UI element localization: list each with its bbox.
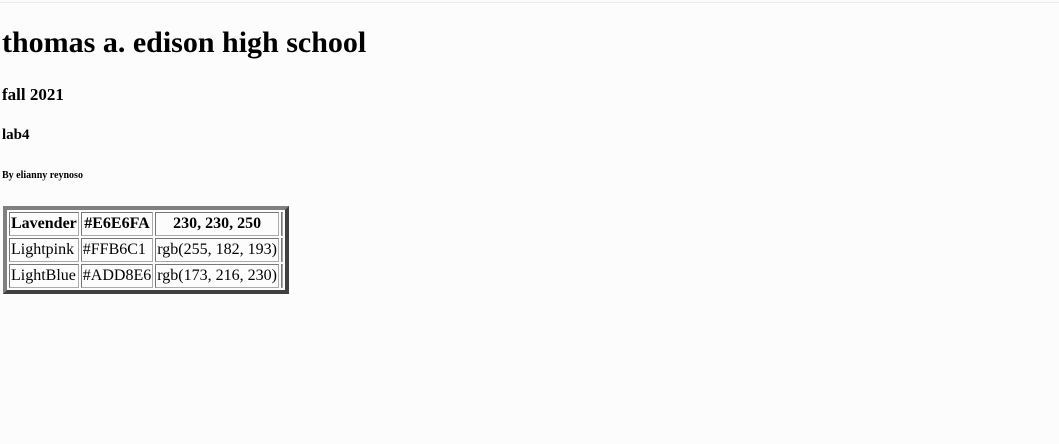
color-rgb-cell: rgb(255, 182, 193)	[155, 238, 279, 262]
color-rgb-cell: rgb(173, 216, 230)	[155, 264, 279, 288]
color-hex-cell: #FFB6C1	[80, 238, 154, 262]
color-name-cell: Lavender	[9, 212, 79, 236]
color-name-cell: LightBlue	[9, 264, 79, 288]
lab-heading: lab4	[2, 127, 30, 143]
table-row: Lavender #E6E6FA 230, 230, 250	[9, 212, 283, 236]
page-title: thomas a. edison high school	[2, 26, 367, 59]
table-row: Lightpink #FFB6C1 rgb(255, 182, 193)	[9, 238, 283, 262]
color-hex-cell: #ADD8E6	[80, 264, 154, 288]
color-swatch	[280, 238, 283, 262]
color-rgb-cell: 230, 230, 250	[155, 212, 279, 236]
color-swatch	[280, 264, 283, 288]
color-table: Lavender #E6E6FA 230, 230, 250 Lightpink…	[3, 206, 289, 294]
term-heading: fall 2021	[2, 85, 64, 104]
color-hex-cell: #E6E6FA	[80, 212, 154, 236]
color-swatch	[280, 212, 283, 236]
author-line: By elianny reynoso	[2, 170, 83, 181]
color-name-cell: Lightpink	[9, 238, 79, 262]
top-divider	[0, 2, 1059, 3]
table-row: LightBlue #ADD8E6 rgb(173, 216, 230)	[9, 264, 283, 288]
